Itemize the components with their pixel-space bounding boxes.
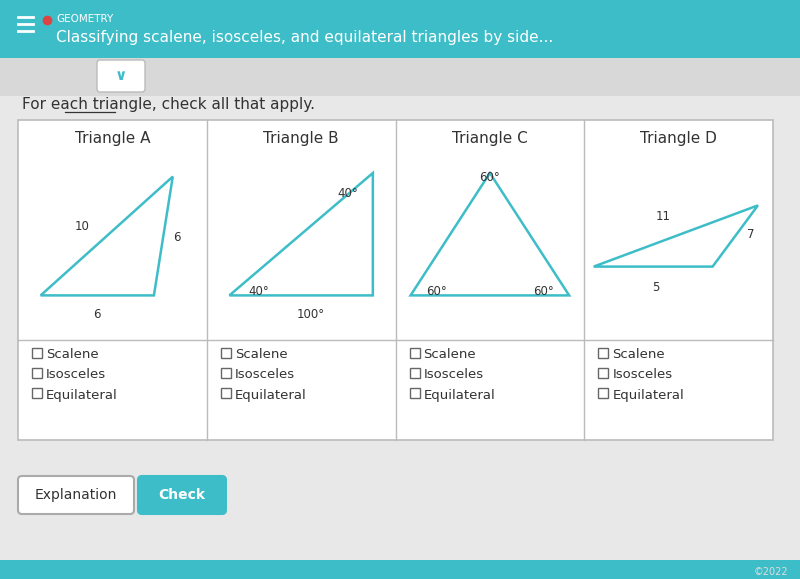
Text: Scalene: Scalene	[612, 349, 665, 361]
Text: 10: 10	[75, 221, 90, 233]
Bar	[598, 388, 608, 398]
Text: ∨: ∨	[115, 68, 127, 83]
Text: Check: Check	[158, 488, 206, 502]
Text: Isosceles: Isosceles	[234, 368, 295, 382]
Text: Triangle C: Triangle C	[452, 130, 528, 145]
Text: GEOMETRY: GEOMETRY	[56, 14, 114, 24]
Text: Scalene: Scalene	[234, 349, 287, 361]
Text: Equilateral: Equilateral	[612, 389, 684, 401]
Bar	[221, 388, 230, 398]
FancyBboxPatch shape	[18, 476, 134, 514]
Text: For each triangle, check all that apply.: For each triangle, check all that apply.	[22, 97, 315, 112]
Text: 60°: 60°	[426, 285, 446, 298]
Text: 6: 6	[94, 308, 101, 321]
Text: 60°: 60°	[479, 171, 500, 184]
Bar	[410, 348, 419, 358]
Text: Isosceles: Isosceles	[612, 368, 672, 382]
Bar	[18, 120, 773, 440]
Bar	[0, 0, 800, 58]
Bar	[598, 348, 608, 358]
Text: 5: 5	[652, 281, 660, 294]
Text: Equilateral: Equilateral	[46, 389, 118, 401]
Bar	[221, 348, 230, 358]
Text: Classifying scalene, isosceles, and equilateral triangles by side...: Classifying scalene, isosceles, and equi…	[56, 30, 554, 45]
Bar	[221, 368, 230, 378]
Text: Isosceles: Isosceles	[423, 368, 484, 382]
Text: Scalene: Scalene	[46, 349, 98, 361]
Text: ©2022: ©2022	[754, 567, 788, 577]
Text: Isosceles: Isosceles	[46, 368, 106, 382]
Text: Triangle B: Triangle B	[263, 130, 339, 145]
Text: 11: 11	[656, 210, 671, 223]
FancyBboxPatch shape	[97, 60, 145, 92]
Text: 6: 6	[173, 231, 180, 244]
Bar	[32, 348, 42, 358]
Text: Equilateral: Equilateral	[234, 389, 306, 401]
Text: Triangle D: Triangle D	[640, 130, 717, 145]
Bar	[0, 58, 800, 96]
Bar	[32, 388, 42, 398]
FancyBboxPatch shape	[138, 476, 226, 514]
Text: 100°: 100°	[297, 308, 325, 321]
Text: Scalene: Scalene	[423, 349, 476, 361]
Text: Triangle A: Triangle A	[74, 130, 150, 145]
Text: 7: 7	[746, 228, 754, 241]
Text: 40°: 40°	[248, 285, 269, 298]
Text: Equilateral: Equilateral	[423, 389, 495, 401]
Bar	[410, 388, 419, 398]
Text: Explanation: Explanation	[35, 488, 117, 502]
Bar	[32, 368, 42, 378]
Text: 60°: 60°	[534, 285, 554, 298]
Text: 40°: 40°	[337, 188, 358, 200]
Bar	[0, 560, 800, 579]
Bar	[410, 368, 419, 378]
Bar	[598, 368, 608, 378]
